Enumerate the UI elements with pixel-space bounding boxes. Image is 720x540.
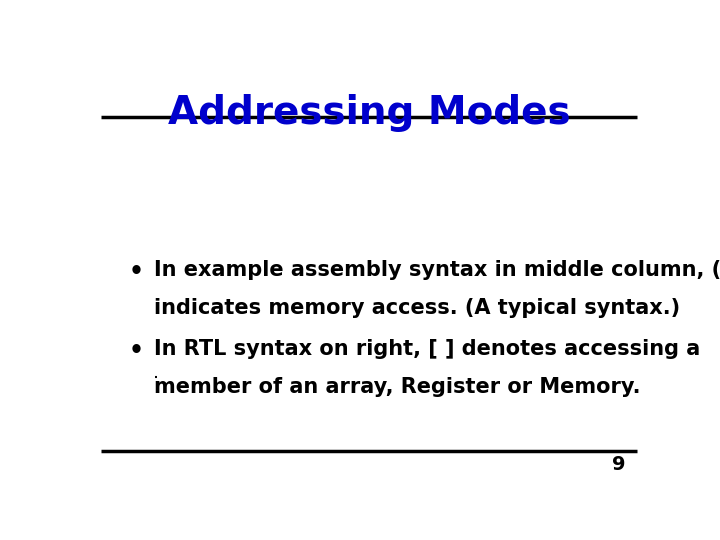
Text: •: • bbox=[129, 260, 144, 284]
Text: member of an array, Register or Memory.: member of an array, Register or Memory. bbox=[154, 377, 641, 397]
Text: 9: 9 bbox=[612, 455, 626, 474]
Text: indicates memory access. (A typical syntax.): indicates memory access. (A typical synt… bbox=[154, 298, 680, 318]
Text: Addressing Modes: Addressing Modes bbox=[168, 94, 570, 132]
Text: •: • bbox=[129, 339, 144, 363]
Text: In RTL syntax on right, [ ] denotes accessing a: In RTL syntax on right, [ ] denotes acce… bbox=[154, 339, 701, 359]
Text: In example assembly syntax in middle column, ( ): In example assembly syntax in middle col… bbox=[154, 260, 720, 280]
